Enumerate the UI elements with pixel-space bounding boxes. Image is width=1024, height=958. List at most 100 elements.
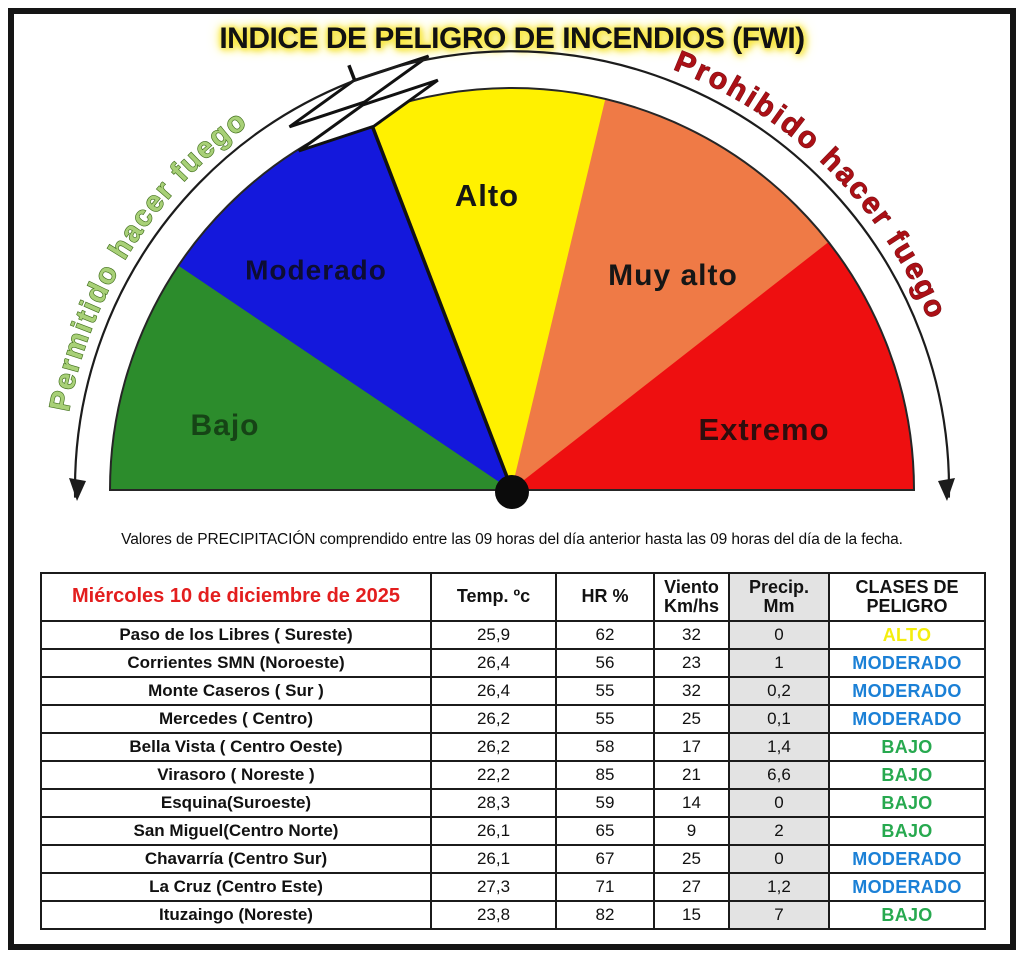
station-cell: La Cruz (Centro Este) <box>40 872 432 902</box>
humidity-cell: 59 <box>555 788 655 818</box>
arc-arrowhead-left-icon <box>69 478 86 501</box>
header-wind: Viento Km/hs <box>653 572 730 622</box>
temperature-cell: 26,2 <box>430 732 557 762</box>
temperature-cell: 26,1 <box>430 844 557 874</box>
danger-class-cell: ALTO <box>828 620 986 650</box>
precipitation-cell: 1,2 <box>728 872 830 902</box>
danger-class-cell: BAJO <box>828 816 986 846</box>
station-cell: Bella Vista ( Centro Oeste) <box>40 732 432 762</box>
temperature-cell: 26,2 <box>430 704 557 734</box>
danger-class-cell: MODERADO <box>828 872 986 902</box>
table-row: Monte Caseros ( Sur ) 26,4 55 32 0,2 MOD… <box>40 676 986 706</box>
danger-class-cell: MODERADO <box>828 844 986 874</box>
precipitation-cell: 0 <box>728 844 830 874</box>
needle-fletching <box>297 78 439 153</box>
precipitation-cell: 7 <box>728 900 830 930</box>
danger-class-cell: MODERADO <box>828 704 986 734</box>
station-cell: Chavarría (Centro Sur) <box>40 844 432 874</box>
wind-cell: 15 <box>653 900 730 930</box>
precipitation-cell: 1,4 <box>728 732 830 762</box>
header-date: Miércoles 10 de diciembre de 2025 <box>40 572 432 622</box>
gauge-sector-label: Muy alto <box>608 259 738 292</box>
humidity-cell: 55 <box>555 676 655 706</box>
humidity-cell: 65 <box>555 816 655 846</box>
temperature-cell: 25,9 <box>430 620 557 650</box>
temperature-cell: 22,2 <box>430 760 557 790</box>
station-cell: Corrientes SMN (Noroeste) <box>40 648 432 678</box>
precipitation-cell: 6,6 <box>728 760 830 790</box>
fwi-stations-table: Miércoles 10 de diciembre de 2025 Temp. … <box>40 572 986 930</box>
station-cell: Monte Caseros ( Sur ) <box>40 676 432 706</box>
precipitation-caption: Valores de PRECIPITACIÓN comprendido ent… <box>121 531 903 548</box>
wind-cell: 32 <box>653 676 730 706</box>
table-row: Chavarría (Centro Sur) 26,1 67 25 0 MODE… <box>40 844 986 874</box>
table-row: Ituzaingo (Noreste) 23,8 82 15 7 BAJO <box>40 900 986 930</box>
wind-cell: 17 <box>653 732 730 762</box>
danger-class-cell: MODERADO <box>828 676 986 706</box>
page-title: INDICE DE PELIGRO DE INCENDIOS (FWI) <box>219 22 805 55</box>
temperature-cell: 26,1 <box>430 816 557 846</box>
humidity-cell: 85 <box>555 760 655 790</box>
station-cell: Mercedes ( Centro) <box>40 704 432 734</box>
table-row: Mercedes ( Centro) 26,2 55 25 0,1 MODERA… <box>40 704 986 734</box>
precipitation-cell: 0 <box>728 788 830 818</box>
temperature-cell: 26,4 <box>430 676 557 706</box>
station-cell: Virasoro ( Noreste ) <box>40 760 432 790</box>
precipitation-cell: 0,2 <box>728 676 830 706</box>
gauge-direction-arc <box>73 50 951 498</box>
wind-cell: 32 <box>653 620 730 650</box>
wind-cell: 23 <box>653 648 730 678</box>
temperature-cell: 26,4 <box>430 648 557 678</box>
station-cell: Esquina(Suroeste) <box>40 788 432 818</box>
header-temperature: Temp. ºc <box>430 572 557 622</box>
header-humidity: HR % <box>555 572 655 622</box>
station-cell: San Miguel(Centro Norte) <box>40 816 432 846</box>
gauge-sector-label: Extremo <box>698 412 829 447</box>
gauge-sector-label: Bajo <box>190 409 259 442</box>
danger-class-cell: BAJO <box>828 732 986 762</box>
wind-cell: 25 <box>653 704 730 734</box>
table-row: Virasoro ( Noreste ) 22,2 85 21 6,6 BAJO <box>40 760 986 790</box>
gauge-sector-label: Alto <box>455 178 519 213</box>
humidity-cell: 62 <box>555 620 655 650</box>
humidity-cell: 55 <box>555 704 655 734</box>
humidity-cell: 67 <box>555 844 655 874</box>
wind-cell: 21 <box>653 760 730 790</box>
gauge-outline <box>108 87 916 491</box>
needle-fletching <box>288 54 430 129</box>
humidity-cell: 71 <box>555 872 655 902</box>
humidity-cell: 82 <box>555 900 655 930</box>
danger-class-cell: BAJO <box>828 788 986 818</box>
table-row: Corrientes SMN (Noroeste) 26,4 56 23 1 M… <box>40 648 986 678</box>
arc-arrowhead-right-icon <box>938 478 955 501</box>
station-cell: Paso de los Libres ( Sureste) <box>40 620 432 650</box>
precipitation-cell: 1 <box>728 648 830 678</box>
danger-class-cell: BAJO <box>828 760 986 790</box>
header-precipitation: Precip. Mm <box>728 572 830 622</box>
header-danger-class: CLASES DE PELIGRO <box>828 572 986 622</box>
wind-cell: 27 <box>653 872 730 902</box>
danger-class-cell: MODERADO <box>828 648 986 678</box>
table-row: Paso de los Libres ( Sureste) 25,9 62 32… <box>40 620 986 650</box>
danger-class-cell: BAJO <box>828 900 986 930</box>
precipitation-cell: 0,1 <box>728 704 830 734</box>
precipitation-cell: 0 <box>728 620 830 650</box>
table-row: Bella Vista ( Centro Oeste) 26,2 58 17 1… <box>40 732 986 762</box>
wind-cell: 14 <box>653 788 730 818</box>
wind-cell: 25 <box>653 844 730 874</box>
gauge-needle <box>347 64 514 491</box>
station-cell: Ituzaingo (Noreste) <box>40 900 432 930</box>
gauge-pivot <box>495 475 529 509</box>
gauge-sector-label: Moderado <box>245 254 387 285</box>
temperature-cell: 23,8 <box>430 900 557 930</box>
temperature-cell: 28,3 <box>430 788 557 818</box>
table-row: San Miguel(Centro Norte) 26,1 65 9 2 BAJ… <box>40 816 986 846</box>
table-row: Esquina(Suroeste) 28,3 59 14 0 BAJO <box>40 788 986 818</box>
precipitation-cell: 2 <box>728 816 830 846</box>
table-row: La Cruz (Centro Este) 27,3 71 27 1,2 MOD… <box>40 872 986 902</box>
temperature-cell: 27,3 <box>430 872 557 902</box>
wind-cell: 9 <box>653 816 730 846</box>
table-header-row: Miércoles 10 de diciembre de 2025 Temp. … <box>40 572 986 622</box>
humidity-cell: 56 <box>555 648 655 678</box>
